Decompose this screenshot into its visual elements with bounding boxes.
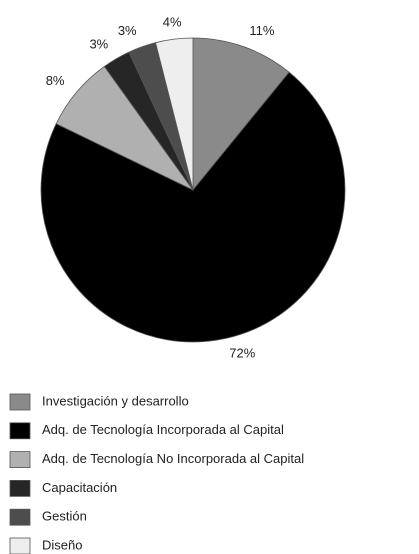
slice-label: 3% [118, 23, 137, 38]
legend-label: Capacitación [42, 480, 117, 495]
slice-label: 4% [163, 15, 182, 30]
legend-swatch [9, 393, 31, 411]
pie-slice [192, 37, 290, 192]
legend-label: Adq. de Tecnología No Incorporada al Cap… [42, 451, 304, 466]
slice-label: 8% [46, 73, 65, 88]
legend-swatch [9, 451, 31, 469]
legend-swatch [9, 537, 31, 554]
legend-label: Gestión [42, 509, 87, 524]
legend-label: Investigación y desarrollo [42, 393, 189, 408]
legend-label: Diseño [42, 537, 82, 552]
pie-slice [155, 37, 194, 191]
pie-slice [40, 71, 346, 343]
slice-label: 11% [249, 23, 274, 38]
slice-label: 72% [229, 345, 255, 360]
legend-label: Adq. de Tecnología Incorporada al Capita… [42, 422, 284, 437]
slice-label: 3% [89, 36, 108, 51]
legend-swatch [9, 422, 31, 440]
legend-swatch [9, 508, 31, 526]
legend-swatch [9, 479, 31, 497]
